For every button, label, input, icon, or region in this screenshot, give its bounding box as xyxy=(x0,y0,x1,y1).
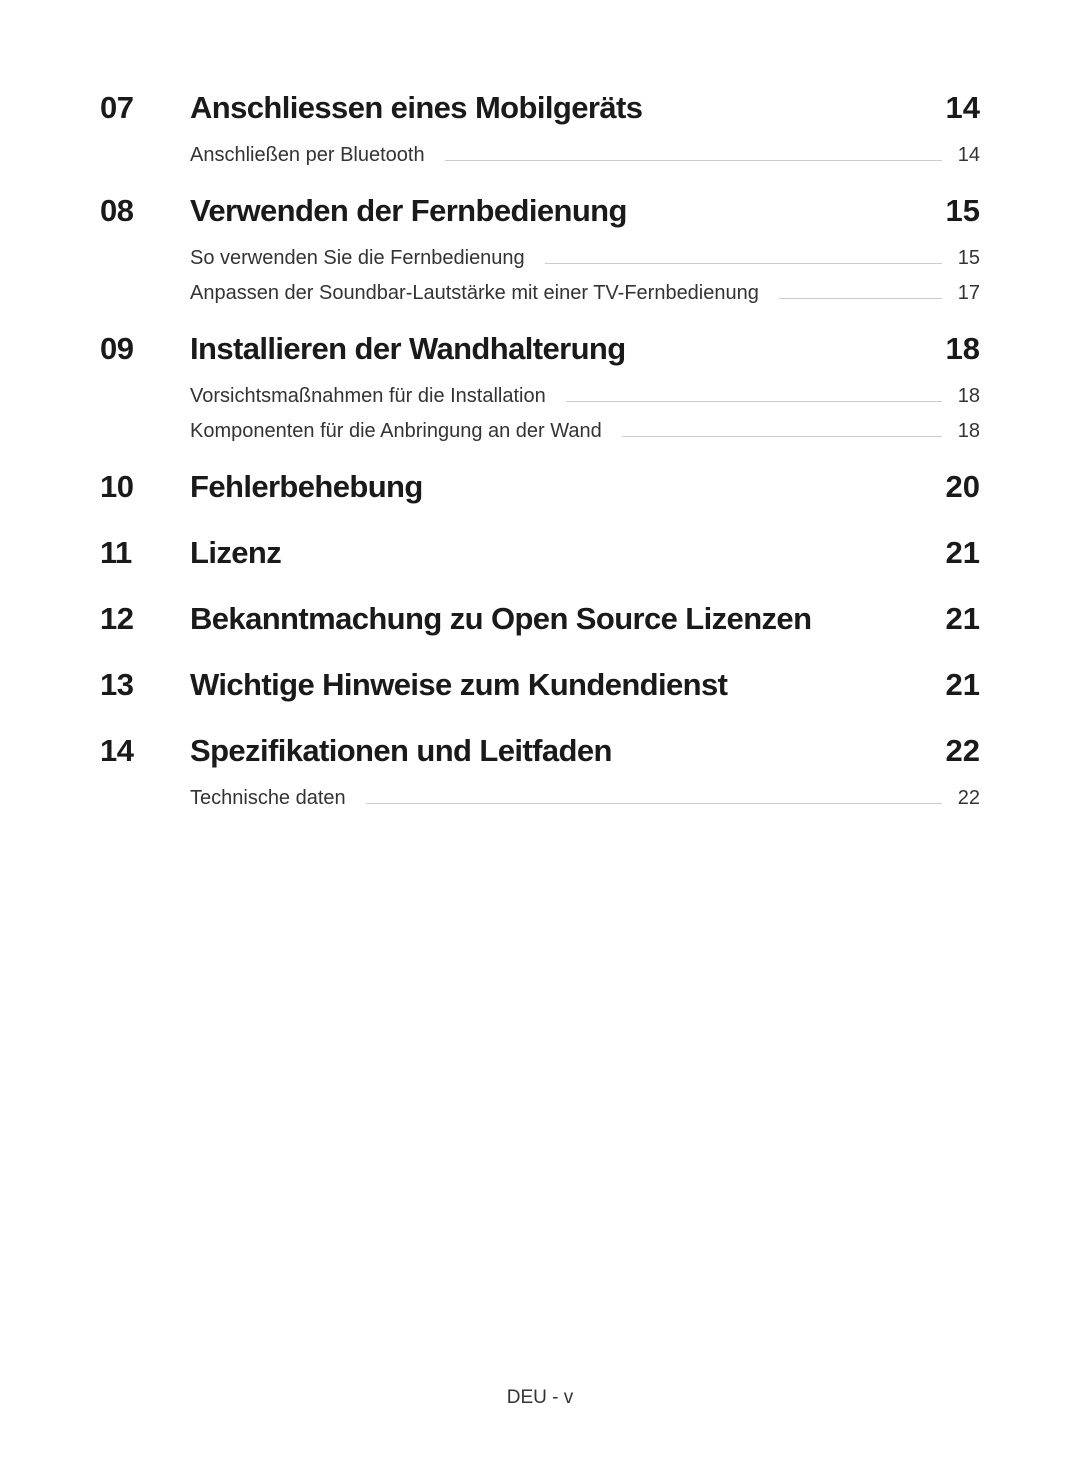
toc-sub-item: Komponenten für die Anbringung an der Wa… xyxy=(190,420,980,443)
leader-line xyxy=(622,436,942,437)
section-number: 14 xyxy=(100,733,190,822)
toc-sub-item: So verwenden Sie die Fernbedienung 15 xyxy=(190,247,980,270)
toc-section: 11Lizenz 21 xyxy=(100,535,980,571)
sub-title: Komponenten für die Anbringung an der Wa… xyxy=(190,420,622,443)
section-page: 18 xyxy=(946,331,980,367)
section-page: 22 xyxy=(946,733,980,769)
section-title: Fehlerbehebung xyxy=(190,469,423,505)
toc-sub-item: Anpassen der Soundbar-Lautstärke mit ein… xyxy=(190,282,980,305)
toc-section: 09Installieren der Wandhalterung18Vorsic… xyxy=(100,331,980,455)
section-number: 09 xyxy=(100,331,190,455)
toc-sub-item: Technische daten 22 xyxy=(190,787,980,810)
page-footer: DEU - v xyxy=(0,1387,1080,1409)
sub-page: 14 xyxy=(950,144,980,167)
section-body: Lizenz 21 xyxy=(190,535,980,571)
section-title: Installieren der Wandhalterung xyxy=(190,331,626,367)
section-header: Wichtige Hinweise zum Kundendienst 21 xyxy=(190,667,980,703)
section-header: Spezifikationen und Leitfaden 22 xyxy=(190,733,980,769)
section-body: Anschliessen eines Mobilgeräts14Anschlie… xyxy=(190,90,980,179)
section-body: Bekanntmachung zu Open Source Lizenzen 21 xyxy=(190,601,980,637)
leader-line xyxy=(545,263,942,264)
sub-title: Anpassen der Soundbar-Lautstärke mit ein… xyxy=(190,282,779,305)
sub-title: Vorsichtsmaßnahmen für die Installation xyxy=(190,385,566,408)
sub-page: 22 xyxy=(950,787,980,810)
section-number: 07 xyxy=(100,90,190,179)
section-header: Installieren der Wandhalterung 18 xyxy=(190,331,980,367)
section-title: Bekanntmachung zu Open Source Lizenzen xyxy=(190,601,811,637)
section-number: 12 xyxy=(100,601,190,637)
sub-page: 18 xyxy=(950,420,980,443)
section-body: Spezifikationen und Leitfaden22Technisch… xyxy=(190,733,980,822)
section-title: Verwenden der Fernbedienung xyxy=(190,193,627,229)
leader-line xyxy=(566,401,942,402)
section-number: 10 xyxy=(100,469,190,505)
section-body: Verwenden der Fernbedienung15So verwende… xyxy=(190,193,980,317)
leader-line xyxy=(366,803,942,804)
toc-section: 08Verwenden der Fernbedienung15So verwen… xyxy=(100,193,980,317)
section-body: Wichtige Hinweise zum Kundendienst 21 xyxy=(190,667,980,703)
section-page: 20 xyxy=(946,469,980,505)
section-header: Verwenden der Fernbedienung 15 xyxy=(190,193,980,229)
toc-section: 10Fehlerbehebung 20 xyxy=(100,469,980,505)
toc-section: 07Anschliessen eines Mobilgeräts14Anschl… xyxy=(100,90,980,179)
leader-line xyxy=(445,160,942,161)
toc-section: 14Spezifikationen und Leitfaden22Technis… xyxy=(100,733,980,822)
section-header: Anschliessen eines Mobilgeräts 14 xyxy=(190,90,980,126)
leader-line xyxy=(779,298,942,299)
section-page: 21 xyxy=(946,601,980,637)
toc-section: 12Bekanntmachung zu Open Source Lizenzen… xyxy=(100,601,980,637)
section-header: Bekanntmachung zu Open Source Lizenzen 21 xyxy=(190,601,980,637)
sub-page: 17 xyxy=(950,282,980,305)
section-body: Installieren der Wandhalterung18Vorsicht… xyxy=(190,331,980,455)
toc-sub-item: Anschließen per Bluetooth 14 xyxy=(190,144,980,167)
toc-section: 13Wichtige Hinweise zum Kundendienst 21 xyxy=(100,667,980,703)
section-page: 21 xyxy=(946,535,980,571)
section-title: Anschliessen eines Mobilgeräts xyxy=(190,90,642,126)
section-header: Lizenz 21 xyxy=(190,535,980,571)
section-number: 08 xyxy=(100,193,190,317)
section-number: 13 xyxy=(100,667,190,703)
sub-title: Technische daten xyxy=(190,787,366,810)
section-page: 14 xyxy=(946,90,980,126)
section-number: 11 xyxy=(100,535,190,571)
section-page: 21 xyxy=(946,667,980,703)
section-title: Spezifikationen und Leitfaden xyxy=(190,733,612,769)
toc-sub-item: Vorsichtsmaßnahmen für die Installation 1… xyxy=(190,385,980,408)
section-title: Lizenz xyxy=(190,535,281,571)
sub-title: Anschließen per Bluetooth xyxy=(190,144,445,167)
section-header: Fehlerbehebung 20 xyxy=(190,469,980,505)
section-body: Fehlerbehebung 20 xyxy=(190,469,980,505)
sub-page: 15 xyxy=(950,247,980,270)
section-title: Wichtige Hinweise zum Kundendienst xyxy=(190,667,727,703)
sub-page: 18 xyxy=(950,385,980,408)
sub-title: So verwenden Sie die Fernbedienung xyxy=(190,247,545,270)
toc-container: 07Anschliessen eines Mobilgeräts14Anschl… xyxy=(0,0,1080,822)
section-page: 15 xyxy=(946,193,980,229)
